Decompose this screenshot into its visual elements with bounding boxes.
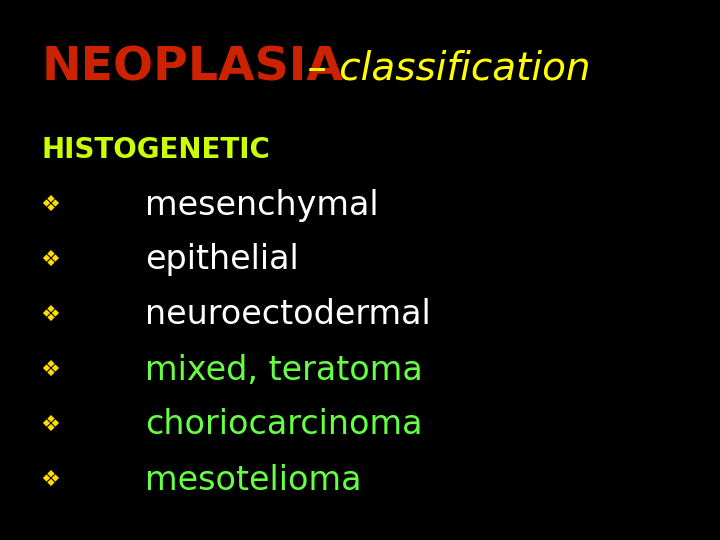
Text: NEOPLASIA: NEOPLASIA <box>42 45 344 91</box>
Text: ❖: ❖ <box>40 415 60 435</box>
Text: mesotelioma: mesotelioma <box>145 463 361 496</box>
Text: mixed, teratoma: mixed, teratoma <box>145 354 423 387</box>
Text: neuroectodermal: neuroectodermal <box>145 299 431 332</box>
Text: HISTOGENETIC: HISTOGENETIC <box>42 136 271 164</box>
Text: ❖: ❖ <box>40 305 60 325</box>
Text: ❖: ❖ <box>40 195 60 215</box>
Text: – classification: – classification <box>295 49 590 87</box>
Text: ❖: ❖ <box>40 360 60 380</box>
Text: epithelial: epithelial <box>145 244 299 276</box>
Text: ❖: ❖ <box>40 250 60 270</box>
Text: choriocarcinoma: choriocarcinoma <box>145 408 423 442</box>
Text: ❖: ❖ <box>40 470 60 490</box>
Text: mesenchymal: mesenchymal <box>145 188 379 221</box>
